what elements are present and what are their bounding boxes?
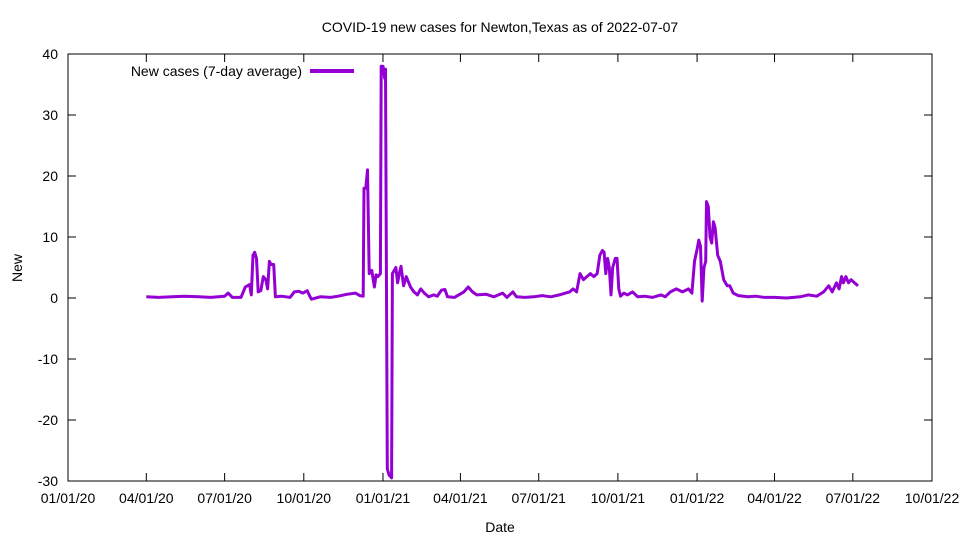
y-tick-label: -20: [38, 412, 58, 428]
legend: New cases (7-day average): [131, 63, 354, 79]
x-tick-label: 04/01/20: [119, 490, 174, 506]
x-tick-label: 01/01/20: [41, 490, 96, 506]
x-tick-label: 10/01/22: [905, 490, 960, 506]
series-line-0: [146, 64, 859, 480]
chart-title: COVID-19 new cases for Newton,Texas as o…: [322, 19, 679, 35]
axes: -30 -20 -10 0 10 20 30 40 01/01/20 04/01/20 07/01/…: [38, 46, 960, 506]
x-axis-label: Date: [485, 519, 515, 535]
plot-frame: [67, 53, 933, 482]
x-tick-label: 10/01/20: [277, 490, 332, 506]
x-tick-label: 01/01/22: [670, 490, 725, 506]
x-tick-label: 07/01/22: [826, 490, 881, 506]
y-axis-label: New: [9, 253, 25, 282]
x-tick-label: 04/01/21: [433, 490, 488, 506]
y-tick-label: 40: [42, 46, 58, 62]
y-tick-label: -10: [38, 351, 58, 367]
legend-label: New cases (7-day average): [131, 63, 302, 79]
y-tick-label: 10: [42, 229, 58, 245]
y-tick-label: 0: [50, 290, 58, 306]
x-tick-label: 01/01/21: [356, 490, 411, 506]
y-tick-label: -30: [38, 473, 58, 489]
y-tick-label: 30: [42, 107, 58, 123]
x-tick-label: 04/01/22: [747, 490, 802, 506]
x-tick-label: 07/01/20: [197, 490, 252, 506]
plot-area: [146, 64, 859, 480]
x-tick-label: 10/01/21: [591, 490, 646, 506]
y-tick-label: 20: [42, 168, 58, 184]
x-tick-label: 07/01/21: [511, 490, 566, 506]
